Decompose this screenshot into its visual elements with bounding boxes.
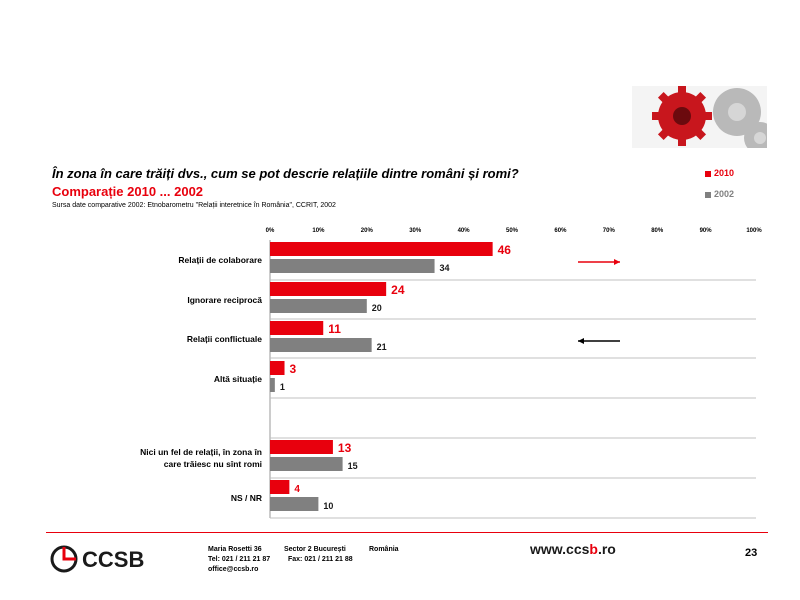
trend-arrowhead-left (578, 338, 584, 344)
x-tick-label: 0% (266, 228, 275, 234)
x-tick-label: 20% (361, 228, 374, 234)
data-label-2002: 15 (348, 461, 358, 471)
footer-country: România (369, 546, 399, 553)
trend-arrowhead-right (614, 259, 620, 265)
category-label: Relații de colaborare (178, 255, 262, 265)
legend-item-2010: 2010 (705, 168, 734, 178)
data-label-2002: 1 (280, 382, 285, 392)
x-tick-label: 80% (651, 228, 664, 234)
data-label-2002: 34 (440, 263, 450, 273)
bar-2010 (270, 282, 387, 296)
question-title: În zona în care trăiți dvs., cum se pot … (52, 166, 519, 181)
legend-label-2002: 2002 (714, 189, 735, 199)
website-prefix: www.ccs (530, 541, 590, 557)
footer-email[interactable]: office@ccsb.ro (208, 566, 259, 573)
bar-2002 (270, 299, 367, 313)
category-label: Relații conflictuale (187, 334, 262, 344)
bar-2002 (270, 457, 343, 471)
legend-label-2010: 2010 (714, 168, 735, 178)
x-tick-label: 100% (746, 228, 762, 234)
data-label-2010: 24 (391, 283, 405, 297)
bar-2002 (270, 259, 435, 273)
data-label-2010: 4 (294, 484, 300, 495)
data-label-2010: 46 (498, 243, 512, 257)
ccsb-logo: CCSB (50, 545, 144, 573)
data-label-2010: 13 (338, 441, 352, 455)
bar-2010 (270, 440, 333, 454)
bar-2002 (270, 338, 372, 352)
website-suffix: .ro (597, 541, 616, 557)
category-label: Nici un fel de relații, în zona în (140, 447, 262, 457)
gears-image (632, 86, 767, 148)
x-tick-label: 90% (700, 228, 713, 234)
category-label: Ignorare reciprocă (187, 295, 262, 305)
data-label-2002: 20 (372, 303, 382, 313)
data-label-2002: 10 (323, 501, 333, 511)
data-label-2010: 3 (290, 362, 297, 376)
bar-2002 (270, 497, 319, 511)
comparison-subtitle: Comparație 2010 ... 2002 (52, 184, 204, 199)
data-label-2010: 11 (328, 322, 341, 336)
footer-phone: Tel: 021 / 211 21 87 (208, 556, 271, 563)
bar-2002 (270, 378, 275, 392)
legend-swatch-2010 (705, 170, 711, 177)
x-tick-label: 40% (458, 228, 471, 234)
footer-fax: Fax: 021 / 211 21 88 (288, 556, 353, 563)
bar-2010 (270, 361, 285, 375)
footer-divider (46, 532, 768, 533)
x-tick-label: 50% (506, 228, 519, 234)
bar-2010 (270, 321, 324, 335)
source-note: Sursa date comparative 2002: Etnobaromet… (52, 202, 336, 209)
x-tick-label: 30% (409, 228, 422, 234)
legend-item-2002: 2002 (705, 189, 734, 199)
page-number: 23 (745, 547, 758, 559)
data-label-2002: 21 (377, 342, 387, 352)
x-tick-label: 60% (554, 228, 567, 234)
website-link[interactable]: www.ccsb.ro (530, 541, 616, 557)
x-tick-label: 10% (312, 228, 325, 234)
category-label: NS / NR (231, 493, 262, 503)
website-b: b (589, 541, 598, 557)
footer-contact: Maria Rosetti 36 Sector 2 București Români… (208, 545, 399, 575)
logo-text: CCSB (82, 547, 144, 572)
category-label: Altă situație (214, 374, 262, 384)
x-tick-label: 70% (603, 228, 616, 234)
footer-address: Maria Rosetti 36 (208, 546, 262, 553)
category-label: care trăiesc nu sînt romi (164, 459, 262, 469)
bar-2010 (270, 242, 493, 256)
bar-2010 (270, 480, 290, 494)
legend-swatch-2002 (705, 191, 711, 198)
footer-sector: Sector 2 București (284, 546, 346, 553)
